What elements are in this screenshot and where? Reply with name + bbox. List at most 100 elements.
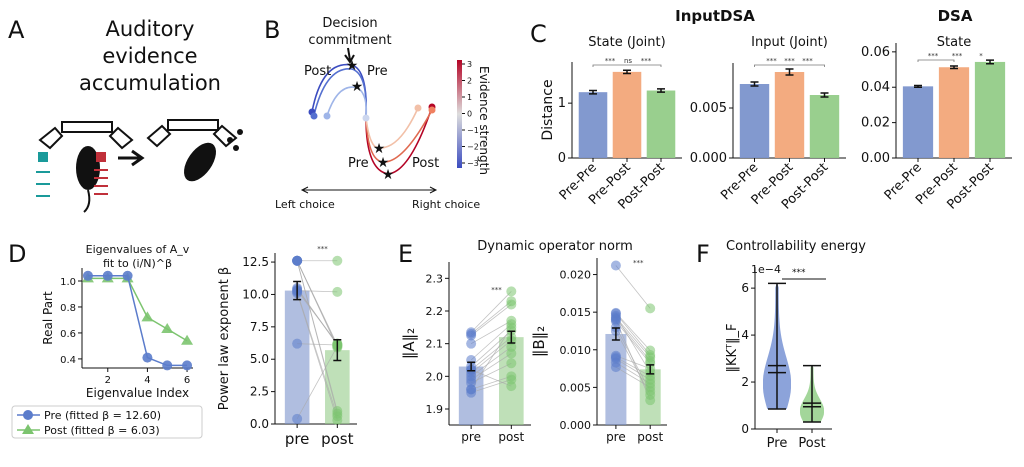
pair-line [471, 375, 512, 390]
y-axis-label: Power law exponent β [217, 267, 232, 410]
bar [739, 84, 770, 158]
y-tick-label: 0.6 [60, 329, 76, 340]
significance-label: * [979, 52, 983, 60]
annotation-commitment: commitment [308, 33, 391, 48]
error-bar [785, 68, 794, 76]
significance-label: *** [792, 268, 806, 278]
data-point [292, 413, 303, 424]
y-axis-label: Distance [540, 79, 556, 140]
pair-line [471, 379, 512, 394]
bar [612, 71, 642, 158]
significance-label: ns [624, 57, 632, 65]
series-marker [102, 270, 113, 281]
choice-axis-arrow-icon [300, 186, 438, 194]
mouse-right-icon [184, 142, 216, 182]
y-tick-label: 0.020 [560, 269, 592, 282]
colorbar-tick-label: 1 [467, 93, 472, 102]
y-tick-label: 0.06 [861, 45, 890, 60]
chart-title-line-1: Eigenvalues of A_v [86, 243, 190, 256]
pair-line [296, 260, 338, 414]
chart-c3: 0.000.020.040.06StatePre-PrePre-PostPost… [861, 35, 1012, 213]
data-point [506, 348, 517, 359]
chart-d1: 0.4 0.6 0.8 1.0 Real Part Eigenvalues of A_vf… [11, 243, 203, 439]
panel-a: A Auditory evidence accumulation [8, 16, 243, 213]
bar [646, 90, 676, 158]
panel-a-title-line-1: Auditory [106, 17, 195, 41]
pair-line [615, 265, 651, 309]
y-tick-label: 12.5 [242, 255, 269, 269]
y-tick-label: 0.005 [560, 381, 592, 394]
panel-letter-c: C [530, 20, 547, 48]
commitment-arrow-icon [344, 47, 355, 64]
chart-title-line-2: fit to (i/N)^β [103, 257, 172, 270]
x-tick-label: Pre [767, 436, 788, 451]
scale-label: 1e−4 [751, 263, 781, 276]
data-point [610, 260, 621, 271]
bar [938, 67, 970, 158]
pair-line [615, 320, 651, 364]
data-point [466, 338, 477, 349]
bar [774, 72, 805, 158]
significance-label: *** [633, 259, 644, 267]
x-tick-label: pre [606, 430, 626, 444]
pair-line [615, 312, 651, 351]
colorbar-tick-label: 2 [467, 77, 472, 86]
pair-line [296, 291, 338, 417]
svg-text:★: ★ [382, 167, 395, 183]
y-tick-label: 2.1 [426, 338, 444, 351]
right-choice-label: Right choice [412, 198, 480, 211]
colorbar [457, 60, 462, 168]
bar [284, 290, 310, 424]
y-tick-label: 0 [558, 151, 566, 166]
pair-line [615, 356, 651, 377]
data-point [292, 338, 303, 349]
data-point [645, 395, 656, 406]
legend-box [11, 405, 203, 439]
pair-line [470, 304, 512, 336]
data-point [506, 322, 517, 333]
trajectory-markers: ★★ ★★★ [308, 58, 436, 183]
error-bar [589, 89, 597, 95]
svg-text:★: ★ [346, 58, 359, 74]
series-marker [161, 323, 174, 334]
pair-line [470, 336, 512, 371]
error-bar [507, 330, 516, 344]
chart-f: 0 2 4 6 ‖KKᵀ‖_F Pre Post 1e−4 *** [725, 263, 832, 451]
x-tick-label: post [498, 430, 524, 444]
x-tick-label: 4 [144, 375, 150, 386]
pair-line [470, 369, 512, 387]
bar [902, 86, 934, 158]
significance-label: *** [928, 52, 939, 60]
trajectories [311, 63, 433, 175]
chart-title: State (Joint) [588, 35, 665, 50]
data-point [610, 310, 621, 321]
legend-marker [23, 410, 33, 420]
chart-title: Input (Joint) [751, 35, 828, 50]
trajectory-right-medium [365, 109, 433, 163]
y-tick-label: 2.3 [426, 272, 444, 285]
data-point [466, 384, 477, 395]
chart-e2: 0.000 0.005 0.010 0.015 0.020 ‖B‖₂ pre post *** [530, 258, 667, 444]
data-point [332, 408, 343, 419]
error-bar [950, 65, 958, 70]
y-tick-label: 0.8 [60, 303, 76, 314]
data-point [506, 299, 517, 310]
series-marker [82, 270, 93, 281]
colorbar-tick-label: −1 [467, 126, 479, 135]
data-point [506, 381, 517, 392]
svg-text:★: ★ [373, 141, 386, 157]
data-point [645, 303, 656, 314]
error-bar [986, 59, 994, 65]
significance-label: *** [491, 286, 502, 294]
significance-label: *** [952, 52, 963, 60]
data-point [332, 255, 343, 266]
error-bar [611, 327, 620, 341]
annotation-decision: Decision [322, 16, 377, 31]
x-axis-label: Eigenvalue Index [86, 386, 189, 400]
colorbar-label: Evidence strength [477, 66, 491, 175]
error-bar [657, 88, 665, 93]
pair-line [296, 346, 338, 420]
y-tick-label: 0.0 [250, 417, 269, 431]
y-tick-label: 0 [741, 422, 749, 436]
trajectory-left-weak [326, 86, 368, 119]
